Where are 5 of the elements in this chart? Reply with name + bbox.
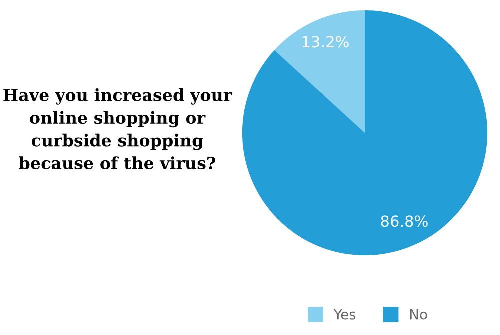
text: Have you increased your online shopping or curbside shopping because of the virus?	[4, 88, 232, 170]
legend-label: No	[410, 309, 428, 320]
data-label: 13.2%	[302, 36, 349, 48]
legend-label: Yes	[334, 309, 356, 320]
data-label: 86.8%	[381, 216, 428, 228]
